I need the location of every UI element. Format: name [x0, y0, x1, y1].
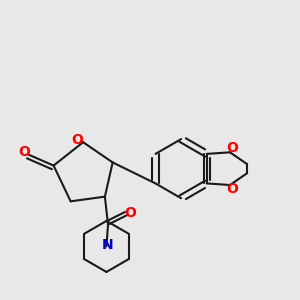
- Text: O: O: [124, 206, 136, 220]
- Text: O: O: [226, 182, 238, 196]
- Text: O: O: [72, 133, 83, 147]
- Text: O: O: [19, 145, 31, 159]
- Text: N: N: [101, 238, 113, 252]
- Text: O: O: [226, 141, 238, 155]
